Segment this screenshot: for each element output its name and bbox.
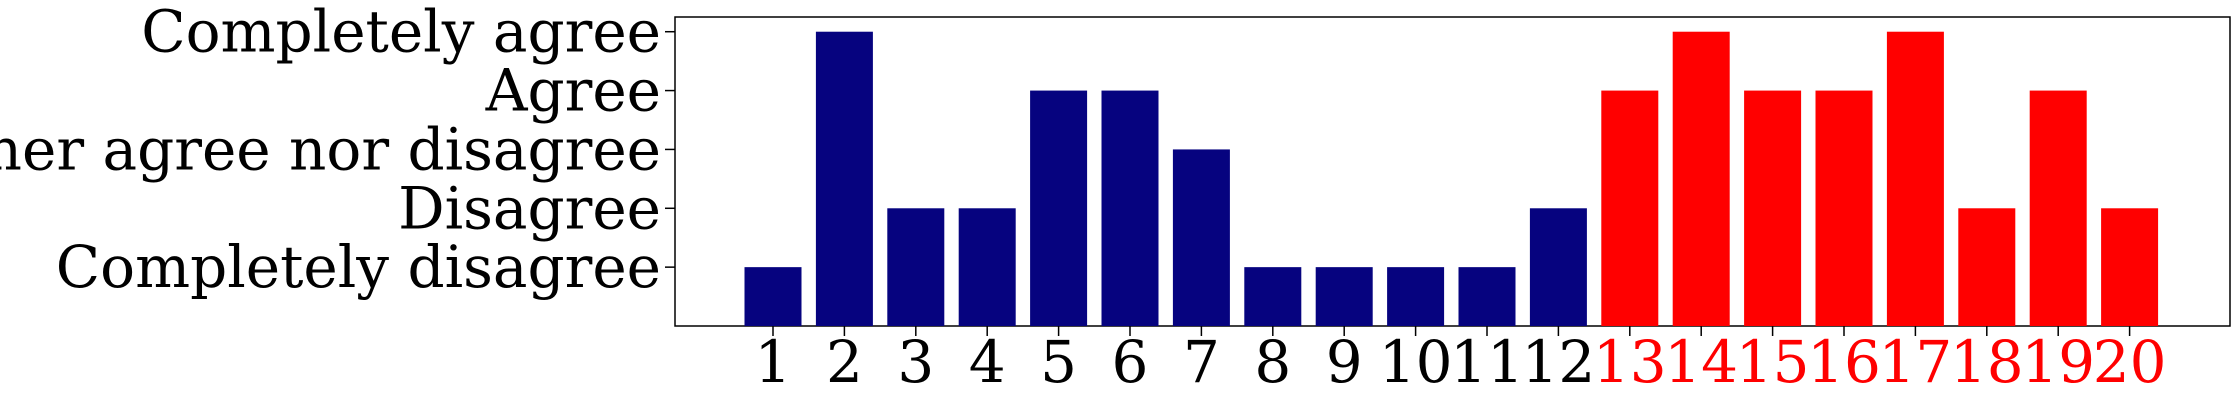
bar-13 xyxy=(1601,90,1659,326)
bar-1 xyxy=(744,267,802,326)
x-tick-label: 4 xyxy=(969,328,1006,396)
y-tick-label: Completely agree xyxy=(141,0,661,66)
x-tick-label: 11 xyxy=(1450,328,1524,396)
bar-7 xyxy=(1172,149,1230,326)
bar-5 xyxy=(1030,90,1088,326)
x-tick-label: 18 xyxy=(1950,328,2024,396)
x-tick-label: 7 xyxy=(1183,328,1220,396)
y-axis: Completely disagreeDisagreeNeither agree… xyxy=(0,0,675,301)
bar-11 xyxy=(1458,267,1516,326)
bar-20 xyxy=(2101,208,2159,326)
bar-3 xyxy=(887,208,945,326)
x-tick-label: 9 xyxy=(1326,328,1363,396)
x-tick-label: 17 xyxy=(1878,328,1952,396)
x-tick-label: 12 xyxy=(1521,328,1595,396)
x-tick-label: 3 xyxy=(897,328,934,396)
bar-12 xyxy=(1529,208,1587,326)
plot-frame xyxy=(674,16,2231,327)
y-tick-label: Completely disagree xyxy=(56,233,661,301)
y-tick-label: Agree xyxy=(485,57,661,125)
x-tick-label: 20 xyxy=(2093,328,2167,396)
x-tick-label: 13 xyxy=(1593,328,1667,396)
x-tick-label: 2 xyxy=(826,328,863,396)
x-tick-label: 6 xyxy=(1112,328,1149,396)
bar-10 xyxy=(1387,267,1445,326)
x-tick-label: 14 xyxy=(1664,328,1738,396)
bar-15 xyxy=(1744,90,1802,326)
bar-6 xyxy=(1101,90,1159,326)
bar-18 xyxy=(1958,208,2016,326)
bar-8 xyxy=(1244,267,1302,326)
x-tick-label: 5 xyxy=(1040,328,1077,396)
bar-2 xyxy=(815,31,873,326)
bar-4 xyxy=(958,208,1016,326)
y-tick-label: Neither agree nor disagree xyxy=(0,115,661,183)
x-tick-label: 19 xyxy=(2021,328,2095,396)
bar-16 xyxy=(1815,90,1873,326)
bar-14 xyxy=(1672,31,1730,326)
x-tick-label: 10 xyxy=(1379,328,1453,396)
x-tick-label: 15 xyxy=(1736,328,1810,396)
x-tick-label: 16 xyxy=(1807,328,1881,396)
y-tick-label: Disagree xyxy=(398,174,661,242)
bars-group xyxy=(744,31,2159,326)
bar-9 xyxy=(1315,267,1373,326)
x-tick-label: 8 xyxy=(1254,328,1291,396)
bar-17 xyxy=(1886,31,1944,326)
bar-19 xyxy=(2029,90,2087,326)
x-tick-label: 1 xyxy=(755,328,792,396)
